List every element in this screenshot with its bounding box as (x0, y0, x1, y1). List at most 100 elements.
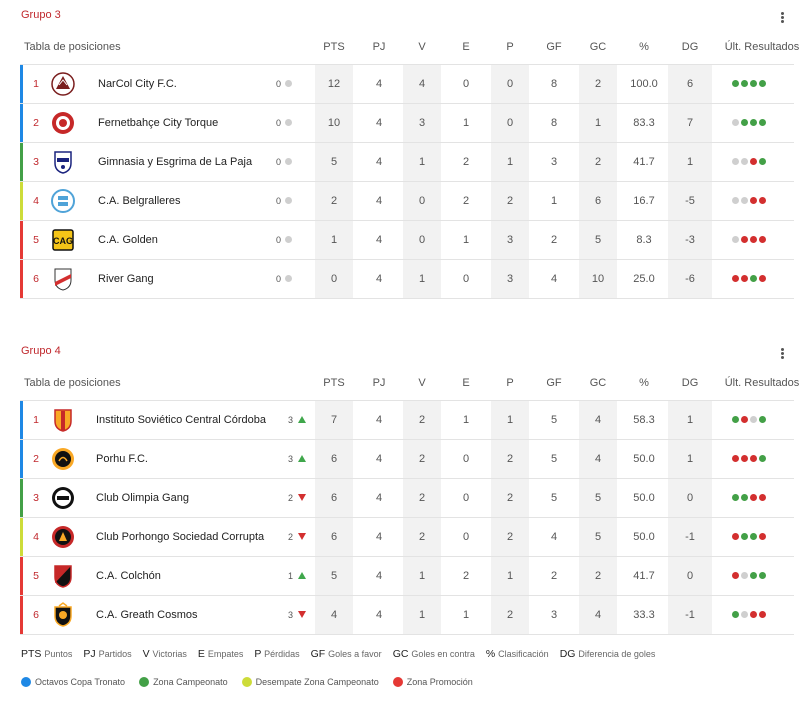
position: 6 (33, 273, 39, 285)
narcol-crest-icon (50, 71, 76, 97)
column-shade (579, 143, 617, 181)
result-win-dot (741, 532, 748, 540)
cell-e: 1 (462, 234, 470, 246)
cell-pts: 10 (327, 117, 341, 129)
trend-up-icon (298, 416, 307, 424)
result-loss-dot (750, 196, 757, 204)
column-shade (579, 518, 617, 556)
zone-label: Zona Promoción (406, 677, 473, 687)
table-header: Tabla de posiciones PTS PJ V E P GF GC% DG Últ. R… (20, 367, 799, 399)
team-name[interactable]: Fernetbahçe City Torque (98, 117, 219, 129)
zone-yellow-dot-icon (241, 676, 252, 687)
cell-pts: 0 (330, 273, 338, 285)
cell-p: 1 (506, 414, 514, 426)
instituto-crest-icon (50, 407, 76, 433)
zone-label: Zona Campeonato (153, 677, 228, 687)
column-shade (491, 104, 529, 142)
trend-down-icon (298, 533, 307, 541)
legend-desc: Empates (207, 649, 244, 659)
column-shade (315, 221, 353, 259)
column-shade (403, 221, 441, 259)
column-shade (579, 182, 617, 220)
table-row[interactable]: 3 Gimnasia y Esgrima de La Paja 0 5 4 1 2 1 3 2 41… (20, 142, 794, 181)
cell-pct: 83.3 (633, 117, 655, 129)
recent-results (732, 143, 768, 181)
header-gf: GF (546, 41, 562, 53)
porhu-crest-icon (50, 446, 76, 472)
column-shade (491, 479, 529, 517)
cell-pj: 4 (375, 78, 383, 90)
legend-desc: Clasificación (498, 649, 549, 659)
cell-gc: 4 (594, 414, 602, 426)
table-row[interactable]: 6 River Gang 0 0 4 1 0 3 4 10 25.0 -6 (20, 259, 794, 299)
team-name[interactable]: Gimnasia y Esgrima de La Paja (98, 156, 253, 168)
cell-pts: 12 (327, 78, 341, 90)
table-row[interactable]: 6 C.A. Greath Cosmos 3 4 4 1 1 2 3 4 33.3 -1 (20, 595, 794, 635)
table-row[interactable]: 1 Instituto Soviético Central Córdoba 3 7 4 2… (20, 400, 794, 439)
table-row[interactable]: 4 C.A. Belgralleres 0 2 4 0 2 2 1 6 16.7 -5 (20, 181, 794, 220)
table-row[interactable]: 3 Club Olimpia Gang 2 6 4 2 0 2 5 5 50.0 0 (20, 478, 794, 517)
column-shade (491, 440, 529, 478)
recent-results (732, 65, 768, 103)
trend-value: 3 (288, 610, 294, 620)
header-pj: PJ (372, 41, 386, 53)
table-row[interactable]: 4 Club Porhongo Sociedad Corrupta 2 6 4 2 0 2 4 5… (20, 517, 794, 556)
team-name[interactable]: C.A. Greath Cosmos (96, 609, 198, 621)
column-shade (668, 479, 712, 517)
team-name[interactable]: NarCol City F.C. (98, 78, 177, 90)
result-loss-dot (732, 274, 739, 282)
cell-pj: 4 (375, 414, 383, 426)
recent-results (732, 260, 768, 298)
cell-gf: 2 (550, 234, 558, 246)
position: 2 (33, 453, 39, 465)
team-name[interactable]: C.A. Golden (98, 234, 158, 246)
position: 2 (33, 117, 39, 129)
column-shade (403, 518, 441, 556)
team-name[interactable]: C.A. Belgralleres (98, 195, 181, 207)
team-name[interactable]: Club Porhongo Sociedad Corrupta (96, 531, 265, 543)
table-row[interactable]: 1 NarCol City F.C. 0 12 4 4 0 0 8 2 100.0 6 (20, 64, 794, 103)
table-row[interactable]: 2 Porhu F.C. 3 6 4 2 0 2 5 4 50.0 1 (20, 439, 794, 478)
column-shade (403, 479, 441, 517)
cell-pj: 4 (375, 453, 383, 465)
fernetbahce-crest-icon (50, 110, 76, 136)
trend-value: 2 (288, 493, 294, 503)
legend-abbr: PJ (83, 648, 96, 660)
table-row[interactable]: 5 CAG C.A. Golden 0 1 4 0 1 3 2 5 8.3 -3 (20, 220, 794, 259)
position: 5 (33, 570, 39, 582)
cell-gf: 8 (550, 78, 558, 90)
team-name[interactable]: Instituto Soviético Central Córdoba (96, 414, 266, 426)
result-loss-dot (759, 532, 766, 540)
column-shade (315, 104, 353, 142)
trend-value: 1 (288, 571, 294, 581)
legend-abbr: P (254, 648, 262, 660)
team-name[interactable]: River Gang (98, 273, 154, 285)
cell-pct: 100.0 (630, 78, 658, 90)
legend-abbr: GC (392, 648, 409, 660)
header-gc: GC (589, 377, 607, 389)
column-shade (491, 557, 529, 595)
column-shade (403, 557, 441, 595)
trend-neutral-icon (285, 275, 293, 283)
cell-gc: 1 (594, 117, 602, 129)
cell-gc: 5 (594, 234, 602, 246)
table-row[interactable]: 5 C.A. Colchón 1 5 4 1 2 1 2 2 41.7 0 (20, 556, 794, 595)
team-name[interactable]: C.A. Colchón (96, 570, 161, 582)
column-shade (668, 596, 712, 634)
result-win-dot (750, 118, 757, 126)
team-name[interactable]: Club Olimpia Gang (96, 492, 189, 504)
header-pj: PJ (372, 377, 386, 389)
column-shade (668, 104, 712, 142)
cell-p: 3 (506, 234, 514, 246)
trend-neutral-icon (285, 197, 293, 205)
cell-pct: 41.7 (633, 570, 655, 582)
more-options-icon[interactable] (781, 347, 784, 360)
cell-v: 1 (418, 609, 426, 621)
more-options-icon[interactable] (781, 11, 784, 24)
cell-pct: 8.3 (636, 234, 652, 246)
team-name[interactable]: Porhu F.C. (96, 453, 148, 465)
trend-up-icon (298, 455, 307, 463)
table-row[interactable]: 2 Fernetbahçe City Torque 0 10 4 3 1 0 8 1 83.3 7 (20, 103, 794, 142)
result-loss-dot (750, 235, 757, 243)
cell-pts: 6 (330, 453, 338, 465)
